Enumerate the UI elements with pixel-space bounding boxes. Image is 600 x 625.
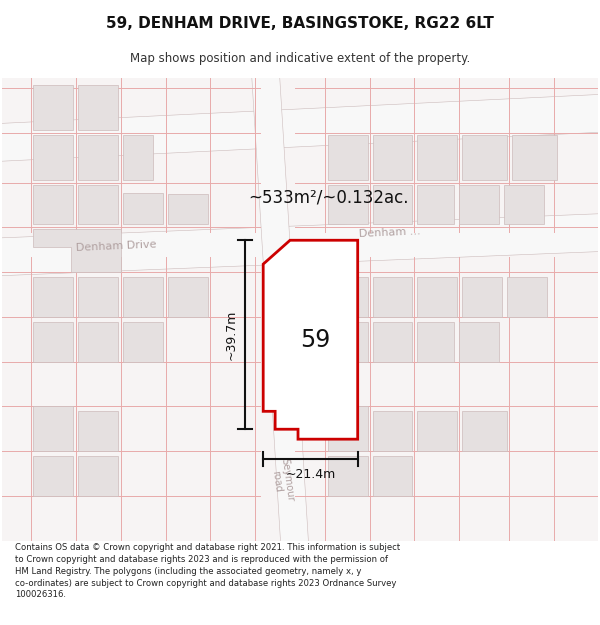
- Text: Seymour
road: Seymour road: [268, 458, 296, 504]
- Polygon shape: [78, 135, 118, 179]
- Polygon shape: [34, 229, 121, 272]
- Polygon shape: [418, 322, 454, 362]
- Polygon shape: [418, 411, 457, 451]
- Text: Denham Drive: Denham Drive: [76, 239, 157, 253]
- Polygon shape: [328, 135, 368, 179]
- Polygon shape: [34, 184, 73, 224]
- Polygon shape: [462, 411, 507, 451]
- Polygon shape: [2, 78, 598, 541]
- Polygon shape: [78, 85, 118, 130]
- Polygon shape: [78, 322, 118, 362]
- Polygon shape: [328, 184, 368, 224]
- Polygon shape: [373, 277, 412, 317]
- Polygon shape: [34, 322, 73, 362]
- Polygon shape: [123, 192, 163, 224]
- Polygon shape: [123, 135, 153, 179]
- Text: ~533m²/~0.132ac.: ~533m²/~0.132ac.: [248, 189, 409, 206]
- Polygon shape: [168, 277, 208, 317]
- Polygon shape: [34, 135, 73, 179]
- Text: ~21.4m: ~21.4m: [286, 469, 335, 481]
- Polygon shape: [78, 277, 118, 317]
- Text: ~39.7m: ~39.7m: [225, 309, 238, 360]
- Polygon shape: [418, 135, 457, 179]
- Polygon shape: [373, 184, 412, 224]
- Polygon shape: [507, 277, 547, 317]
- Text: 59, DENHAM DRIVE, BASINGSTOKE, RG22 6LT: 59, DENHAM DRIVE, BASINGSTOKE, RG22 6LT: [106, 16, 494, 31]
- Polygon shape: [34, 277, 73, 317]
- Polygon shape: [0, 94, 600, 162]
- Polygon shape: [418, 184, 454, 224]
- Polygon shape: [462, 135, 507, 179]
- Polygon shape: [34, 456, 73, 496]
- Polygon shape: [418, 277, 457, 317]
- Polygon shape: [78, 411, 118, 451]
- Polygon shape: [328, 277, 368, 317]
- Text: Contains OS data © Crown copyright and database right 2021. This information is : Contains OS data © Crown copyright and d…: [15, 543, 400, 599]
- Polygon shape: [78, 456, 118, 496]
- Polygon shape: [328, 406, 368, 451]
- Polygon shape: [123, 277, 163, 317]
- Text: 59: 59: [300, 328, 331, 352]
- Polygon shape: [328, 456, 368, 496]
- Polygon shape: [459, 322, 499, 362]
- Text: Map shows position and indicative extent of the property.: Map shows position and indicative extent…: [130, 52, 470, 65]
- Polygon shape: [168, 194, 208, 224]
- Polygon shape: [263, 240, 358, 439]
- Polygon shape: [373, 456, 412, 496]
- Polygon shape: [0, 213, 600, 276]
- Polygon shape: [78, 184, 118, 224]
- Polygon shape: [251, 68, 309, 551]
- Polygon shape: [504, 184, 544, 224]
- Polygon shape: [34, 85, 73, 130]
- Polygon shape: [512, 135, 557, 179]
- Polygon shape: [373, 411, 412, 451]
- Polygon shape: [373, 135, 412, 179]
- Polygon shape: [462, 277, 502, 317]
- Polygon shape: [328, 322, 368, 362]
- Polygon shape: [459, 184, 499, 224]
- Polygon shape: [123, 322, 163, 362]
- Polygon shape: [34, 406, 73, 451]
- Polygon shape: [373, 322, 412, 362]
- Text: Denham ...: Denham ...: [358, 226, 421, 239]
